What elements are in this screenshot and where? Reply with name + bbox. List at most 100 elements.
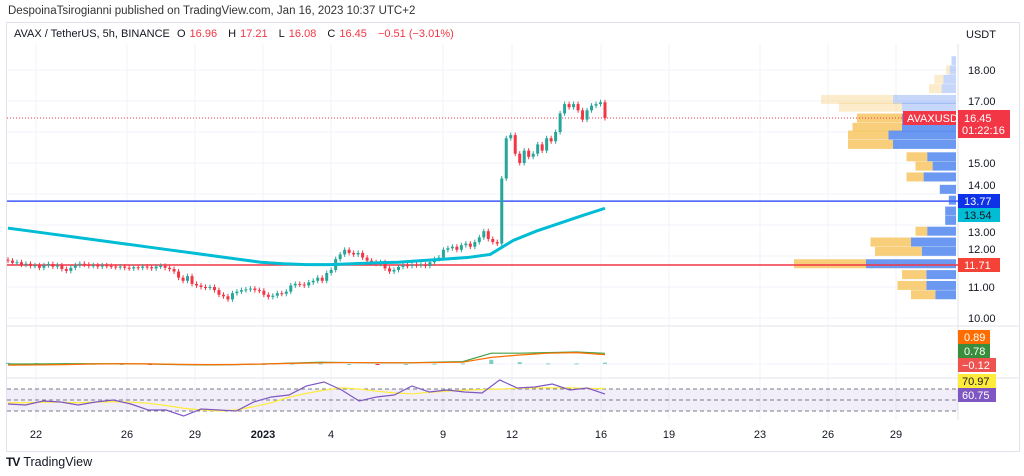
vp-bar-up <box>948 195 956 205</box>
time-tick: 4 <box>328 429 334 441</box>
candle-body <box>343 249 347 255</box>
candle-body <box>599 102 603 105</box>
candle-body <box>195 283 199 286</box>
vp-bar-down <box>794 259 866 269</box>
candle-body <box>154 266 158 269</box>
low-value: 16.08 <box>288 28 317 40</box>
horizontal-lines <box>7 117 958 266</box>
candle-body <box>504 138 508 179</box>
candle-body <box>302 284 306 286</box>
time-tick: 22 <box>30 429 42 441</box>
candle-body <box>217 290 221 295</box>
candle-body <box>91 265 95 267</box>
candle-body <box>105 265 109 267</box>
vp-bar-down <box>915 161 933 171</box>
candle-body <box>100 265 104 267</box>
time-axis[interactable]: 22 26 29 2023 4 9 12 16 19 23 26 29 <box>30 429 902 441</box>
candle-body <box>450 246 454 249</box>
candle-body <box>419 264 423 266</box>
vp-bar-up <box>951 56 956 66</box>
candle-body <box>410 264 414 266</box>
vp-bar-up <box>902 122 956 132</box>
candle-body <box>257 290 261 292</box>
candle-body <box>464 243 468 246</box>
time-tick: 2023 <box>251 429 275 441</box>
candle-body <box>37 265 41 268</box>
chart-frame[interactable] <box>6 22 1020 452</box>
price-axis[interactable]: 18.00 17.00 15.00 14.00 13.00 12.00 11.00 10.00 <box>968 65 996 325</box>
candle-body <box>46 264 50 266</box>
candle-body <box>545 138 549 151</box>
macd-histogram-bar <box>574 363 579 365</box>
rsi-ma-badge <box>958 374 996 388</box>
candle-body <box>239 290 243 292</box>
vp-bar-up <box>888 130 956 140</box>
vp-bar-down <box>839 102 902 112</box>
rsi-band <box>7 389 958 411</box>
candle-body <box>311 280 315 283</box>
candle-body <box>405 265 409 267</box>
price-tick: 14.00 <box>968 180 996 192</box>
candle-body <box>78 263 82 266</box>
price-tick: 18.00 <box>968 65 996 77</box>
candle-body <box>226 296 230 300</box>
macd-histogram-bar <box>318 363 323 365</box>
countdown: 01:22:16 <box>962 125 1005 137</box>
candle-body <box>495 242 499 244</box>
price-tick: 15.00 <box>968 158 996 170</box>
vp-bar-up <box>893 139 956 149</box>
rsi-line <box>7 379 606 417</box>
candle-body <box>518 153 522 163</box>
vp-bar-up <box>893 94 956 104</box>
red-line-value: 11.71 <box>964 260 991 272</box>
rsi-ma-value: 70.97 <box>962 376 990 388</box>
candle-body <box>482 231 486 238</box>
tradingview-logo[interactable]: TV TradingView <box>6 455 92 469</box>
candle-body <box>468 243 472 247</box>
macd-histogram-bar <box>517 362 522 364</box>
time-tick: 26 <box>121 429 133 441</box>
tradingview-logo-icon: TV <box>6 455 20 469</box>
candle-body <box>136 267 140 269</box>
open-label: O <box>176 28 186 40</box>
vp-bar-down <box>875 246 922 256</box>
price-badges: AVAXUSDT 16.45 01:22:16 13.77 13.54 11.7… <box>903 110 1010 402</box>
high-value: 17.21 <box>240 28 268 40</box>
candle-body <box>316 277 320 281</box>
candle-body <box>172 269 176 272</box>
candle-body <box>69 267 73 271</box>
vp-bar-down <box>870 237 911 247</box>
candle-body <box>33 265 37 267</box>
candle-body <box>320 277 324 281</box>
candle-body <box>221 294 225 297</box>
vp-bar-down <box>906 152 928 162</box>
candle-body <box>262 290 266 295</box>
candle-body <box>141 266 145 268</box>
candle-body <box>585 110 589 120</box>
candle-body <box>73 265 77 268</box>
candle-body <box>325 273 329 281</box>
rsi-pane <box>7 379 958 417</box>
candle-body <box>168 267 172 270</box>
candle-body <box>459 245 463 250</box>
macd-histogram-bar <box>432 363 437 365</box>
candle-body <box>581 110 585 120</box>
macd-histogram-bar <box>290 363 295 365</box>
last-price: 16.45 <box>964 113 992 125</box>
candle-body <box>603 102 607 119</box>
price-tick: 13.00 <box>968 227 996 239</box>
candle-body <box>204 287 208 288</box>
candle-body <box>540 144 544 151</box>
candle-body <box>284 291 288 294</box>
symbol-name[interactable]: AVAX / TetherUS, 5h, BINANCE <box>14 28 170 40</box>
candle-body <box>10 260 14 263</box>
candle-body <box>118 266 122 268</box>
candle-body <box>163 265 167 268</box>
symbol-tag-bg <box>903 111 956 125</box>
candle-body <box>253 288 257 291</box>
rsi-badge <box>958 388 996 402</box>
ema-line <box>7 206 606 267</box>
candle-body <box>500 178 504 244</box>
time-tick: 23 <box>754 429 766 441</box>
